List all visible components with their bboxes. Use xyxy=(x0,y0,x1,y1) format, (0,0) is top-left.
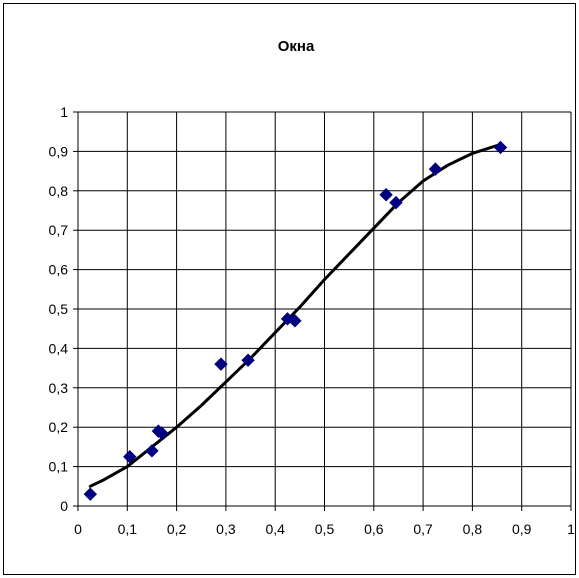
x-tick-label: 0,4 xyxy=(265,521,285,537)
data-point-marker xyxy=(145,444,159,458)
x-tick-label: 0,8 xyxy=(463,521,483,537)
x-tick-label: 1 xyxy=(567,521,575,537)
y-tick-label: 0,7 xyxy=(49,222,69,238)
chart-title: Окна xyxy=(278,38,315,55)
x-tick-label: 0,1 xyxy=(118,521,138,537)
data-point-marker xyxy=(155,426,169,440)
y-tick-label: 0,4 xyxy=(49,340,69,356)
data-point-marker xyxy=(241,353,255,367)
data-point-marker xyxy=(214,357,228,371)
y-tick-label: 0,5 xyxy=(49,301,69,317)
y-tick-label: 0,6 xyxy=(49,262,69,278)
x-tick-label: 0 xyxy=(74,521,82,537)
x-tick-label: 0,7 xyxy=(413,521,433,537)
x-tick-label: 0,9 xyxy=(512,521,532,537)
x-tick-label: 0,2 xyxy=(167,521,187,537)
series-points-layer xyxy=(83,140,508,501)
y-tick-label: 1 xyxy=(60,104,68,120)
y-tick-label: 0,2 xyxy=(49,419,69,435)
data-point-marker xyxy=(379,188,393,202)
axis-layer xyxy=(73,111,572,511)
data-point-marker xyxy=(288,314,302,328)
data-point-marker xyxy=(83,487,98,501)
y-tick-label: 0,8 xyxy=(49,183,69,199)
y-tick-label: 0,9 xyxy=(49,143,69,159)
chart-svg: Окна 0 0,1 0,2 0,3 0,4 0,5 0,6 0,7 0,8 0,9 1 0 0,1 0,… xyxy=(49,38,575,537)
data-point-marker xyxy=(428,162,443,176)
data-point-marker xyxy=(123,450,137,464)
x-tick-label: 0,5 xyxy=(315,521,335,537)
y-tick-label: 0,1 xyxy=(49,459,69,475)
chart-frame: Окна 0 0,1 0,2 0,3 0,4 0,5 0,6 0,7 0,8 0,9 1 0 0,1 0,… xyxy=(3,3,576,575)
tick-label-layer: 0 0,1 0,2 0,3 0,4 0,5 0,6 0,7 0,8 0,9 1 0 0,1 0,2 0,3 0… xyxy=(49,104,575,537)
x-tick-label: 0,3 xyxy=(216,521,236,537)
y-tick-label: 0,3 xyxy=(49,380,69,396)
data-point-marker xyxy=(493,140,508,155)
y-tick-label: 0 xyxy=(60,498,68,514)
x-tick-label: 0,6 xyxy=(364,521,384,537)
data-point-marker xyxy=(389,195,403,210)
